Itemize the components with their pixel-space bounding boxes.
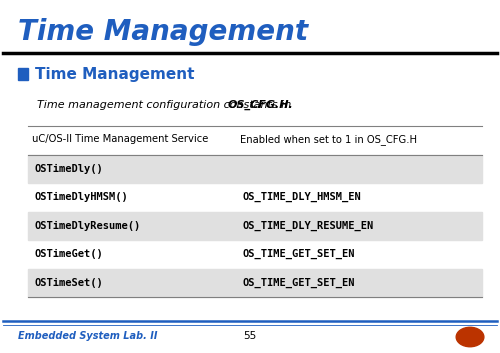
Text: 55: 55 xyxy=(244,331,256,341)
Circle shape xyxy=(456,327,484,347)
Text: Time Management: Time Management xyxy=(35,66,194,82)
Text: Enabled when set to 1 in OS_CFG.H: Enabled when set to 1 in OS_CFG.H xyxy=(240,134,417,145)
Text: OSTimeSet(): OSTimeSet() xyxy=(35,278,103,288)
Bar xyxy=(28,269,482,297)
Text: Time Management: Time Management xyxy=(18,18,308,46)
Text: Time management configuration constants in: Time management configuration constants … xyxy=(38,100,295,110)
Text: OSTimeGet(): OSTimeGet() xyxy=(35,249,103,259)
Text: OSTimeDlyHMSM(): OSTimeDlyHMSM() xyxy=(35,192,128,202)
Bar xyxy=(28,211,482,240)
Bar xyxy=(28,155,482,183)
Text: OS_CFG.H.: OS_CFG.H. xyxy=(228,100,293,110)
Text: OS_TIME_GET_SET_EN: OS_TIME_GET_SET_EN xyxy=(242,249,355,259)
Text: Embedded System Lab. II: Embedded System Lab. II xyxy=(18,331,157,341)
Text: OSTimeDly(): OSTimeDly() xyxy=(35,164,103,174)
Bar xyxy=(18,68,28,79)
Text: OS_TIME_DLY_HMSM_EN: OS_TIME_DLY_HMSM_EN xyxy=(242,192,362,203)
Text: OSTimeDlyResume(): OSTimeDlyResume() xyxy=(35,221,141,231)
Text: OS_TIME_GET_SET_EN: OS_TIME_GET_SET_EN xyxy=(242,278,355,288)
Text: uC/OS-II Time Management Service: uC/OS-II Time Management Service xyxy=(32,134,209,144)
Text: OS_TIME_DLY_RESUME_EN: OS_TIME_DLY_RESUME_EN xyxy=(242,221,374,231)
